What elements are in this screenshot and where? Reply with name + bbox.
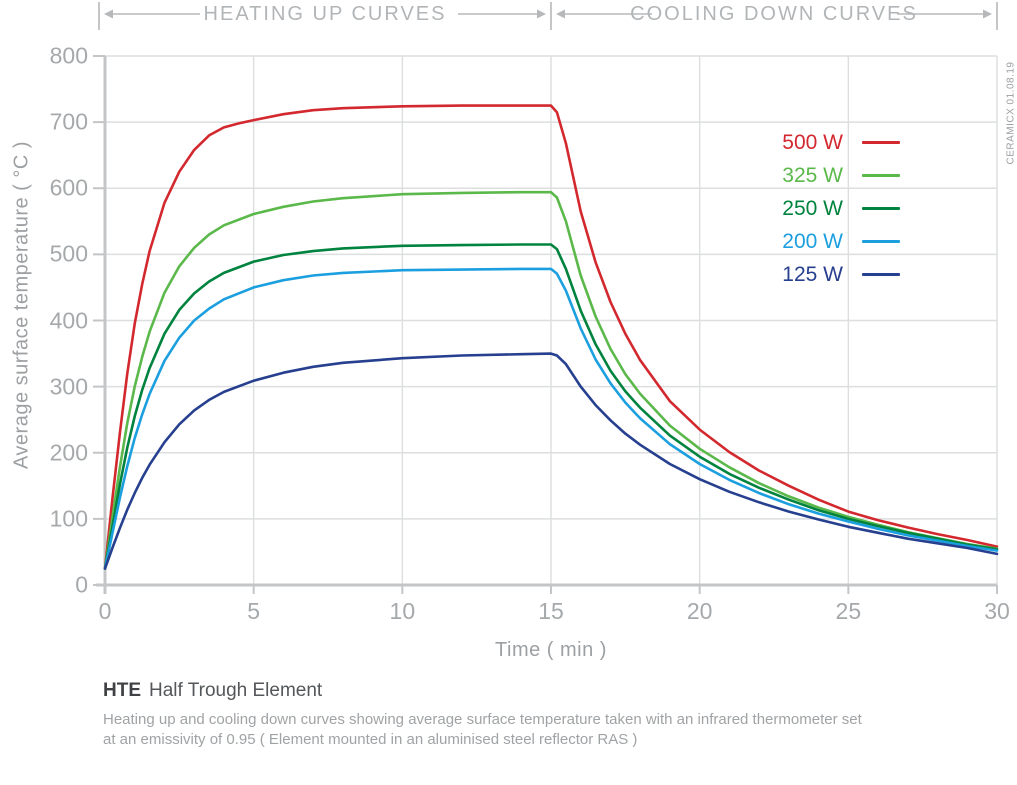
header-arrowhead-icon [556, 9, 565, 19]
y-tick-label: 400 [49, 307, 88, 333]
x-tick-label: 25 [835, 598, 862, 624]
caption-description: Heating up and cooling down curves showi… [103, 710, 1003, 750]
header-arrowhead-icon [537, 9, 546, 19]
y-axis-title: Average surface temperature ( °C ) [10, 140, 33, 470]
x-axis-title: Time ( min ) [495, 639, 607, 661]
caption: HTE Half Trough Element Heating up and co… [103, 680, 1003, 750]
legend-label: 200 W [782, 229, 843, 253]
legend-item: 125 W [700, 258, 900, 291]
y-tick-label: 0 [75, 571, 88, 598]
heating-section-label: HEATING UP CURVES [203, 3, 447, 25]
cooling-section-label: COOLING DOWN CURVES [630, 3, 918, 25]
element-name: Half Trough Element [149, 680, 323, 701]
curve-200W [103, 267, 999, 570]
legend-label: 500 W [782, 130, 843, 154]
y-tick-label: 100 [49, 505, 88, 532]
element-code: HTE [103, 680, 141, 701]
curve-325W [103, 190, 999, 570]
header-arrowhead-icon [104, 9, 113, 19]
y-tick-label: 600 [49, 174, 88, 201]
legend-line-swatch [862, 273, 900, 276]
watermark-text: CERAMICX 01.08.19 [1005, 61, 1017, 165]
caption-description-line2: at an emissivity of 0.95 ( Element mount… [103, 731, 638, 748]
legend-line-swatch [862, 207, 900, 210]
x-tick-label: 0 [98, 598, 112, 624]
header-arrowhead-icon [983, 9, 992, 19]
legend-line-swatch [862, 174, 900, 177]
y-tick-label: 800 [49, 42, 88, 69]
legend-line-swatch [862, 141, 900, 144]
caption-title: HTE Half Trough Element [103, 680, 1003, 702]
legend-label: 250 W [782, 196, 843, 220]
legend-item: 325 W [700, 159, 900, 192]
y-tick-label: 700 [49, 108, 88, 135]
curve-500W [103, 104, 999, 570]
y-tick-label: 500 [49, 240, 88, 267]
x-tick-label: 5 [247, 598, 261, 624]
legend: 500 W 325 W 250 W 200 W 125 W [700, 126, 900, 291]
legend-item: 200 W [700, 225, 900, 258]
x-tick-label: 30 [984, 598, 1010, 624]
y-tick-label: 300 [49, 373, 88, 400]
curve-250W [103, 243, 999, 570]
y-tick-label: 200 [49, 439, 88, 466]
caption-description-line1: Heating up and cooling down curves showi… [103, 711, 862, 728]
x-tick-label: 20 [686, 598, 713, 624]
legend-label: 125 W [782, 262, 843, 286]
legend-item: 250 W [700, 192, 900, 225]
legend-item: 500 W [700, 126, 900, 159]
legend-label: 325 W [782, 163, 843, 187]
legend-line-swatch [862, 240, 900, 243]
x-tick-label: 10 [389, 598, 416, 624]
x-tick-label: 15 [538, 598, 564, 624]
curve-125W [103, 352, 999, 570]
